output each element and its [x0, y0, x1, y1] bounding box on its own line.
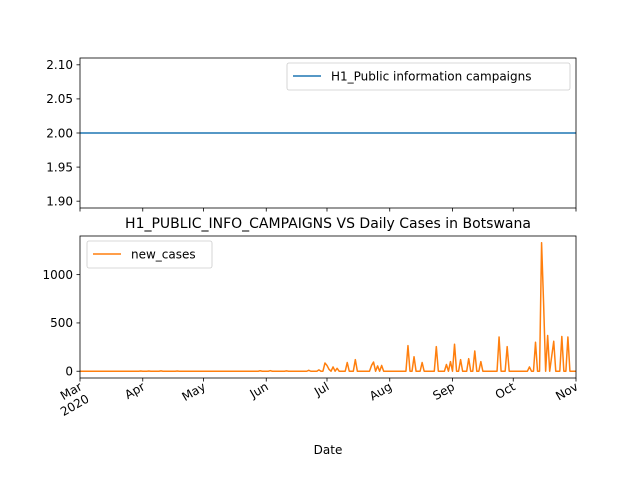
bottom-axes-frame — [79, 235, 577, 379]
bottom-legend-box — [86, 240, 213, 269]
y-tick-label: 0 — [65, 365, 73, 379]
series-line-new-cases — [80, 242, 576, 372]
top-y-ticks: 1.90 1.95 2.00 2.05 2.10 — [46, 58, 80, 208]
bottom-legend-label: new_cases — [131, 248, 196, 262]
bottom-y-ticks: 0 500 1000 — [42, 268, 80, 379]
top-legend-box — [286, 62, 571, 91]
chart-title: H1_PUBLIC_INFO_CAMPAIGNS VS Daily Cases … — [125, 216, 531, 232]
y-tick-label: 1.95 — [46, 160, 73, 174]
top-axes-frame — [79, 57, 577, 209]
top-legend: H1_Public information campaigns — [286, 62, 571, 91]
y-tick-label: 2.05 — [46, 92, 73, 106]
y-tick-label: 1.90 — [46, 194, 73, 208]
y-tick-label: 1000 — [42, 268, 73, 282]
bottom-legend: new_cases — [86, 240, 213, 269]
y-tick-label: 500 — [50, 316, 73, 330]
x-axis-label: Date — [314, 443, 343, 457]
y-tick-label: 2.10 — [46, 58, 73, 72]
top-x-ticks — [79, 208, 577, 212]
y-tick-label: 2.00 — [46, 126, 73, 140]
bottom-lines — [80, 242, 576, 372]
top-legend-label: H1_Public information campaigns — [331, 70, 531, 84]
top-axes: 1.90 1.95 2.00 2.05 2.10 H1_Public informati… — [46, 57, 577, 212]
x-tick-label: Jul — [311, 379, 331, 399]
